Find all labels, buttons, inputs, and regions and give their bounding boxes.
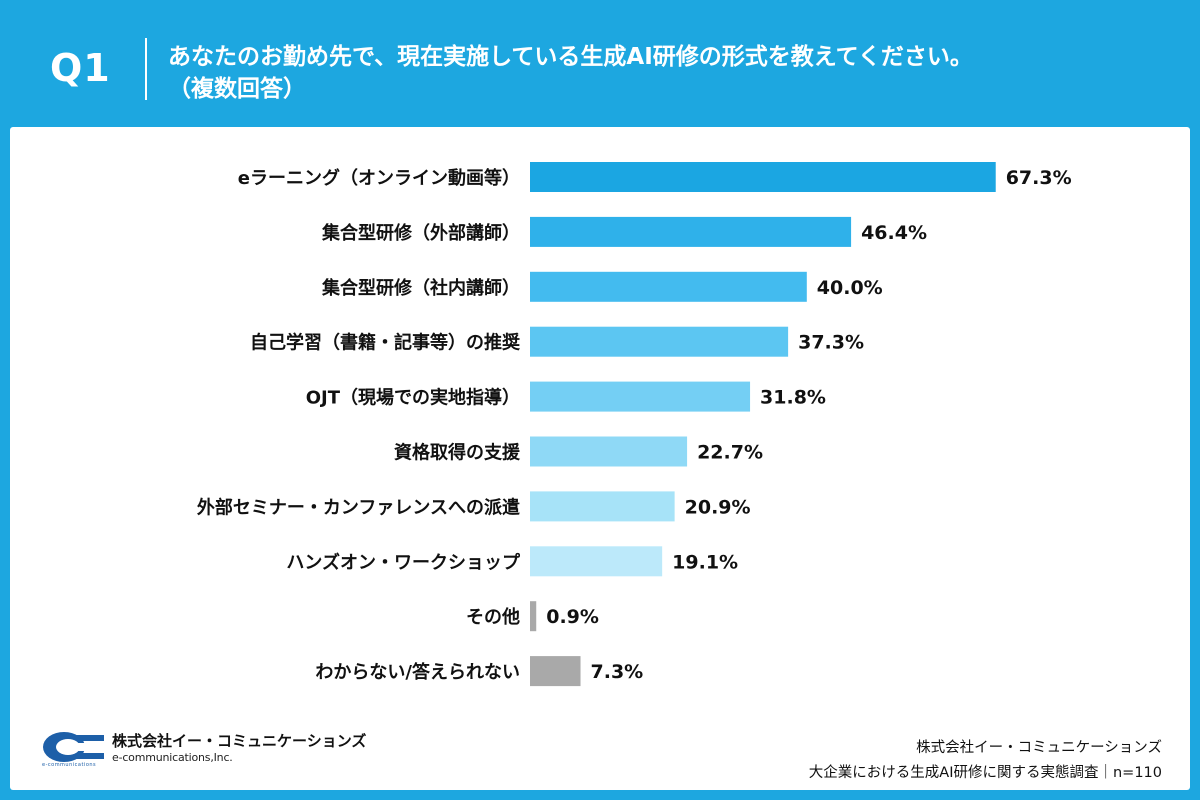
category-label: OJT（現場での実地指導） [306,387,520,409]
bar-chart: eラーニング（オンライン動画等） 67.3% 集合型研修（外部講師） 46.4% 集合型… [197,162,1072,687]
source-company: 株式会社イー・コミュニケーションズ [916,740,1162,756]
value-label: 0.9% [546,606,599,628]
bar [530,326,789,357]
chart-panel: eラーニング（オンライン動画等） 67.3% 集合型研修（外部講師） 46.4% 集合型… [10,127,1190,790]
logo-english-name: e-communications,Inc. [112,751,233,764]
source-note: 株式会社イー・コミュニケーションズ 大企業における生成AI研修に関する実態調査｜… [809,736,1162,786]
category-label: ハンズオン・ワークショップ [286,551,521,573]
category-label: わからない/答えられない [315,661,520,683]
logo-company-name: 株式会社イー・コミュニケーションズ [112,732,367,750]
value-label: 7.3% [591,661,644,683]
company-logo: e-communications 株式会社イー・コミュニケーションズ e-com… [42,729,382,769]
question-title: あなたのお勤め先で、現在実施している生成AI研修の形式を教えてください。 （複数… [168,41,1168,105]
source-survey: 大企業における生成AI研修に関する実態調査｜n=110 [808,765,1162,781]
company-logo-icon [43,732,104,762]
category-label: 集合型研修（社内講師） [321,277,520,299]
category-label: 資格取得の支援 [394,442,521,464]
bar [530,601,537,632]
bar [530,656,581,687]
category-label: 外部セミナー・カンファレンスへの派遣 [197,496,520,518]
bar [530,381,751,412]
value-label: 19.1% [672,551,738,573]
bar [530,216,852,247]
category-label: eラーニング（オンライン動画等） [238,167,520,189]
value-label: 31.8% [760,387,826,409]
value-label: 40.0% [817,277,883,299]
question-title-line2: （複数回答） [168,76,306,102]
value-label: 67.3% [1006,167,1072,189]
question-title-line1: あなたのお勤め先で、現在実施している生成AI研修の形式を教えてください。 [168,44,973,70]
value-label: 37.3% [798,332,864,354]
value-label: 22.7% [697,442,763,464]
bar [530,436,688,467]
question-number: Q1 [50,46,111,90]
header-divider [145,38,147,100]
bar [530,271,807,302]
category-label: 自己学習（書籍・記事等）の推奨 [250,332,521,354]
category-label: その他 [466,606,520,628]
value-label: 46.4% [861,222,927,244]
bar [530,546,663,577]
bar [530,162,996,192]
category-label: 集合型研修（外部講師） [321,222,520,244]
question-header: Q1 あなたのお勤め先で、現在実施している生成AI研修の形式を教えてください。 … [0,0,1200,122]
value-label: 20.9% [685,496,751,518]
bar [530,491,675,522]
logo-tiny-text: e-communications [42,762,97,768]
